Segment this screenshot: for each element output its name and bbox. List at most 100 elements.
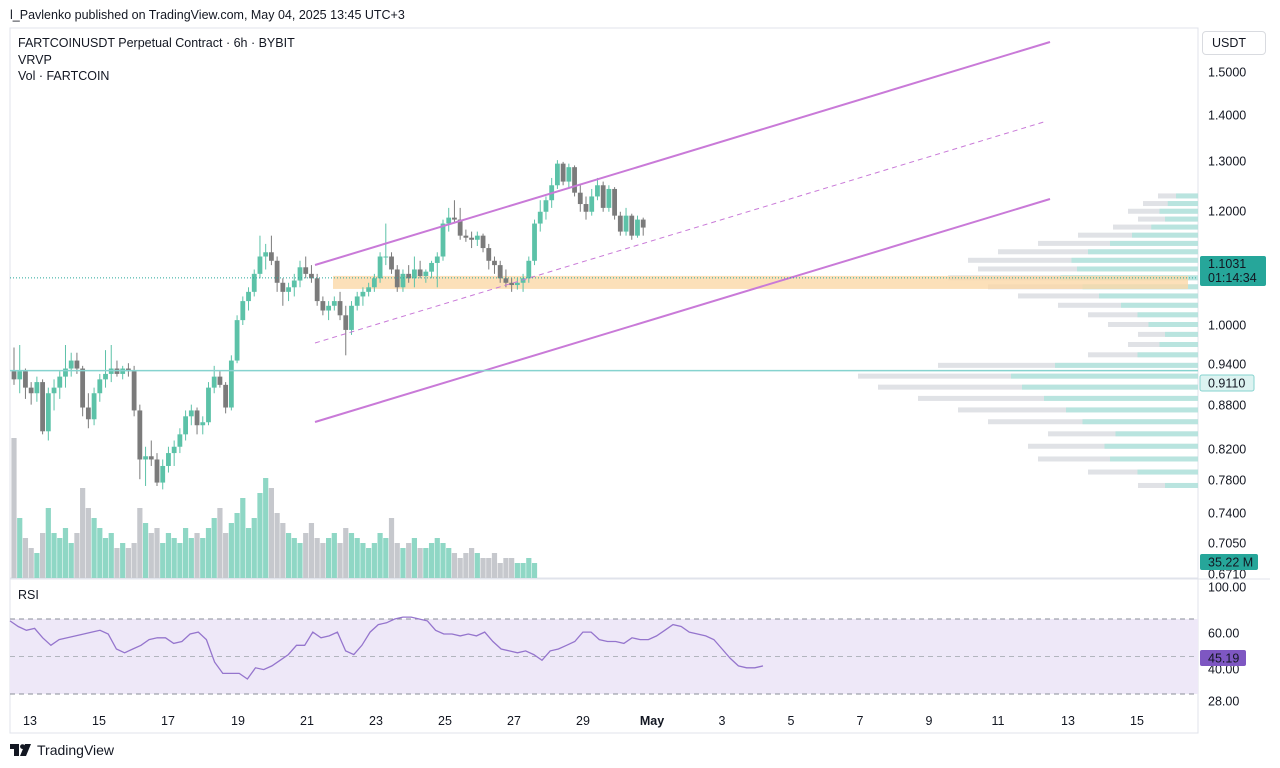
volume-bar bbox=[383, 538, 389, 578]
candle-body bbox=[583, 204, 589, 212]
candle-body bbox=[274, 260, 280, 283]
candle-body bbox=[389, 256, 394, 270]
candle-body bbox=[595, 185, 600, 197]
candle-body bbox=[57, 376, 63, 388]
symbol-title[interactable]: FARTCOINUSDT Perpetual Contract · 6h · B… bbox=[18, 36, 295, 50]
vrvp-bar-up bbox=[1165, 482, 1198, 488]
price-tick-label: 1.3000 bbox=[1208, 155, 1246, 169]
volume-bar bbox=[308, 523, 315, 578]
candle-body bbox=[480, 235, 486, 249]
candle-body bbox=[269, 252, 274, 261]
candle-body bbox=[337, 301, 343, 316]
candle-body bbox=[526, 260, 532, 279]
volume-bar bbox=[406, 543, 412, 578]
volume-bar bbox=[257, 493, 263, 578]
price-tick-label: 0.7400 bbox=[1208, 507, 1246, 521]
volume-bar bbox=[520, 563, 526, 578]
candle-body bbox=[297, 267, 303, 281]
candle-body bbox=[17, 371, 23, 380]
rsi-title[interactable]: RSI bbox=[18, 588, 39, 602]
candle-body bbox=[635, 219, 640, 236]
volume-bar bbox=[360, 543, 366, 578]
time-tick-label: 9 bbox=[926, 714, 933, 728]
volume-bar bbox=[137, 508, 143, 578]
support-zone bbox=[333, 275, 1188, 289]
volume-bar bbox=[394, 543, 400, 578]
volume-bar bbox=[337, 543, 343, 578]
candle-body bbox=[171, 446, 177, 454]
volume-bar bbox=[154, 528, 160, 578]
candle-body bbox=[349, 305, 354, 330]
time-tick-label: 11 bbox=[992, 714, 1005, 728]
candle-body bbox=[617, 215, 623, 232]
candle-body bbox=[560, 163, 566, 182]
price-tick-label: 1.0000 bbox=[1208, 319, 1246, 333]
currency-button[interactable]: USDT bbox=[1202, 31, 1266, 55]
volume-bar bbox=[354, 538, 360, 578]
time-tick-label: 15 bbox=[92, 714, 106, 728]
candle-body bbox=[640, 219, 646, 228]
indicator-vrvp[interactable]: VRVP bbox=[18, 52, 52, 67]
candle-body bbox=[589, 196, 595, 212]
volume-bar bbox=[491, 553, 498, 578]
vrvp-bar-up bbox=[1151, 224, 1198, 230]
candle-body bbox=[629, 215, 635, 236]
candle-body bbox=[303, 267, 309, 274]
volume-bar bbox=[114, 548, 120, 578]
volume-bar bbox=[526, 558, 532, 578]
volume-bar bbox=[509, 558, 515, 578]
candle-body bbox=[91, 393, 97, 420]
volume-bar bbox=[28, 548, 34, 578]
candle-body bbox=[366, 287, 372, 292]
channel-lower-line bbox=[314, 198, 1051, 423]
publisher-line: l_Pavlenko published on TradingView.com,… bbox=[10, 8, 405, 22]
volume-bar bbox=[240, 498, 246, 578]
vrvp-bar-up bbox=[1071, 257, 1198, 263]
candle-body bbox=[280, 282, 286, 292]
candle-body bbox=[463, 235, 469, 238]
time-tick-label: 27 bbox=[507, 714, 521, 728]
indicator-volume[interactable]: Vol · FARTCOIN bbox=[18, 69, 110, 83]
chart-legend[interactable]: FARTCOINUSDT Perpetual Contract · 6h · B… bbox=[18, 35, 295, 85]
time-tick-label: 13 bbox=[23, 714, 37, 728]
candle-body bbox=[251, 273, 257, 292]
price-tick-label: 0.6710 bbox=[1208, 568, 1246, 582]
volume-bar bbox=[497, 563, 503, 578]
last-price-value: 1.1031 bbox=[1208, 257, 1246, 271]
candle-body bbox=[11, 371, 17, 380]
time-tick-label: 13 bbox=[1061, 714, 1075, 728]
volume-bar bbox=[120, 543, 126, 578]
vrvp-bar-up bbox=[1110, 456, 1198, 462]
volume-bar bbox=[40, 533, 46, 578]
volume-bar bbox=[160, 543, 166, 578]
time-tick-label: 23 bbox=[369, 714, 383, 728]
volume-bar bbox=[480, 558, 486, 578]
candle-body bbox=[320, 301, 326, 311]
volume-bar bbox=[11, 438, 17, 578]
volume-bar bbox=[331, 533, 337, 578]
candle-body bbox=[566, 167, 572, 182]
rsi-tick-label: 100.00 bbox=[1208, 581, 1246, 595]
candle-body bbox=[474, 235, 480, 240]
channel-mid-line bbox=[314, 120, 1048, 344]
candle-body bbox=[412, 269, 417, 279]
vrvp-bar-up bbox=[1011, 373, 1198, 379]
candle-body bbox=[371, 278, 377, 288]
volume-bar bbox=[451, 553, 458, 578]
time-tick-label: 17 bbox=[161, 714, 175, 728]
tradingview-logo-icon bbox=[10, 744, 31, 756]
candle-body bbox=[286, 287, 291, 292]
vrvp-bar-up bbox=[1137, 312, 1198, 318]
candle-body bbox=[309, 273, 314, 279]
candle-body bbox=[97, 379, 103, 394]
candle-body bbox=[600, 185, 606, 208]
volume-bar bbox=[514, 563, 520, 578]
candle-body bbox=[246, 291, 251, 302]
tradingview-brand[interactable]: TradingView bbox=[10, 742, 114, 758]
volume-bar bbox=[108, 533, 114, 578]
level-badge bbox=[1199, 374, 1255, 392]
price-tick-label: 0.8800 bbox=[1208, 399, 1246, 413]
volume-bar bbox=[97, 528, 103, 578]
volume-bar bbox=[177, 543, 183, 578]
